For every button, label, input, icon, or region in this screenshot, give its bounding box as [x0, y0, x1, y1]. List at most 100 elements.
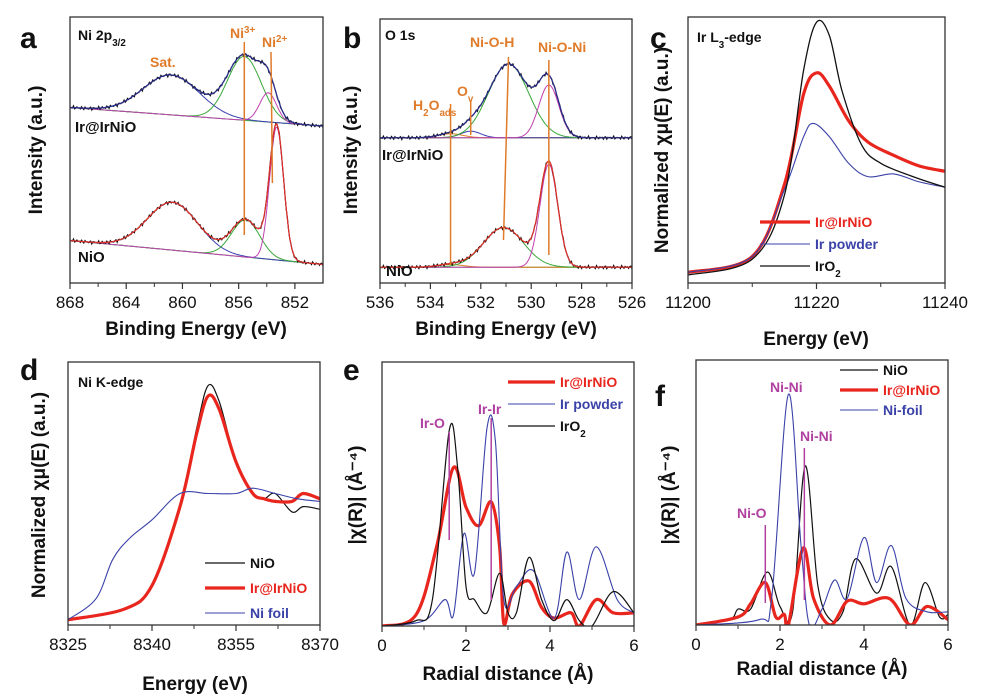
envelope-fit-line [70, 123, 323, 265]
text-segment: v [468, 94, 474, 105]
text-segment: IrO [560, 418, 580, 434]
panel-title: Ni 2p3/2 [78, 27, 126, 49]
text-segment: IrO [815, 258, 835, 274]
legend-label: Ni foil [250, 605, 289, 621]
series-line [696, 393, 948, 625]
panel-letter: a [20, 22, 37, 55]
series-line [382, 422, 634, 626]
panel-c: c Ir@IrNiO Ir powder IrO2 11200 11220 11240 Ir … [650, 16, 968, 350]
spectrum-label: Ir@IrNiO [382, 147, 444, 164]
x-tick-label: 2 [775, 635, 784, 654]
text-segment: Ni-Ni [770, 379, 803, 395]
text-segment: Ir@IrNiO [883, 382, 940, 398]
x-tick-label: 8325 [49, 635, 87, 654]
fit-component-line [70, 201, 323, 265]
x-axis-label: Energy (eV) [763, 329, 869, 350]
peak-annotation: Ni3+ [230, 25, 255, 42]
y-axis-label: Normalized χμ(E) (a.u.) [652, 47, 673, 253]
text-segment: NiO [883, 362, 908, 378]
series-line [382, 414, 634, 626]
legend-label: Ir@IrNiO [815, 214, 872, 230]
text-segment: -edge [724, 29, 762, 45]
envelope-fit-line [380, 63, 632, 139]
x-tick-label: 4 [545, 636, 554, 655]
text-segment: Ni-O [737, 505, 767, 521]
plot-area [70, 53, 323, 267]
peak-marker-line [502, 56, 510, 241]
text-segment: 3/2 [112, 38, 126, 49]
plot-frame [69, 16, 324, 284]
text-segment: Ni-Ni [800, 428, 833, 444]
envelope-fit-line [70, 54, 323, 127]
x-axis-label: Radial distance (Å) [422, 664, 593, 685]
x-tick-label: 8370 [301, 635, 339, 654]
legend-label: Ni-foil [883, 402, 923, 418]
spectrum-label: NiO [78, 249, 105, 266]
x-tick-label: 530 [517, 293, 545, 312]
x-tick-label: 11220 [793, 293, 839, 312]
x-tick-label: 6 [629, 636, 638, 655]
y-axis-label: Normalized χμ(E) (a.u.) [29, 392, 50, 598]
fit-component-line [380, 227, 632, 268]
text-segment: ads [439, 108, 456, 119]
spectrum-label: Ir@IrNiO [75, 119, 137, 136]
x-tick-label: 864 [112, 293, 140, 312]
series-line [68, 393, 320, 622]
plot-area [696, 393, 948, 625]
x-tick-label: 526 [618, 293, 646, 312]
peak-annotation: Ni-O-H [470, 34, 514, 50]
text-segment: Ir-O [420, 415, 445, 431]
y-axis-label: Intensity (a.u.) [341, 86, 362, 215]
text-segment: O 1s [385, 27, 416, 43]
text-segment: Ni foil [250, 605, 289, 621]
panel-letter: c [650, 22, 667, 55]
text-segment: 2 [835, 269, 841, 280]
x-tick-label: 536 [366, 293, 394, 312]
peak-annotation: H2Oads [413, 97, 457, 119]
text-segment: Ni-O-Ni [538, 39, 586, 55]
text-segment: Ni-foil [883, 402, 923, 418]
x-axis-label: Energy (eV) [142, 674, 248, 695]
legend-label: Ir@IrNiO [883, 382, 940, 398]
text-segment: Ni K-edge [78, 374, 144, 390]
legend-label: Ir powder [815, 236, 879, 252]
text-segment: Ir powder [815, 236, 879, 252]
peak-marker-line [270, 51, 274, 184]
plot-area [68, 383, 320, 622]
panel-letter: d [20, 354, 38, 387]
panel-title: Ir L3-edge [697, 29, 762, 51]
raw-data-line [380, 160, 632, 271]
peak-annotation: Ir-O [420, 415, 445, 431]
x-tick-label: 11200 [665, 293, 711, 312]
peak-annotation: Sat. [150, 54, 176, 70]
text-segment: H [413, 97, 423, 113]
legend-label: Ir@IrNiO [560, 374, 617, 390]
x-tick-label: 852 [281, 293, 309, 312]
peak-annotation: Ni-Ni [770, 379, 803, 395]
x-axis-label: Radial distance (Å) [736, 659, 907, 680]
x-tick-label: 8340 [133, 635, 171, 654]
text-segment: Ni 2p [78, 27, 112, 43]
panel-title: Ni K-edge [78, 374, 144, 390]
legend-label: IrO2 [560, 418, 586, 440]
series-line [696, 546, 948, 625]
series-line [68, 487, 320, 621]
text-segment: Sat. [150, 54, 176, 70]
x-tick-label: 0 [377, 636, 386, 655]
plot-frame [695, 359, 949, 626]
peak-annotation: Ni2+ [262, 34, 287, 51]
x-tick-label: 856 [224, 293, 252, 312]
series-line [696, 465, 948, 625]
panel-d: d NiO Ir@IrNiO Ni foil 8325 8340 8355 8370 Ni K-… [20, 354, 339, 695]
x-tick-label: 2 [461, 636, 470, 655]
text-segment: Ni [262, 34, 276, 50]
legend-label: Ir@IrNiO [250, 580, 307, 596]
peak-annotation: Ni-O [737, 505, 767, 521]
x-tick-label: 868 [56, 293, 84, 312]
x-tick-label: 11240 [922, 293, 968, 312]
x-tick-label: 8355 [217, 635, 255, 654]
text-segment: 3 [719, 40, 725, 51]
